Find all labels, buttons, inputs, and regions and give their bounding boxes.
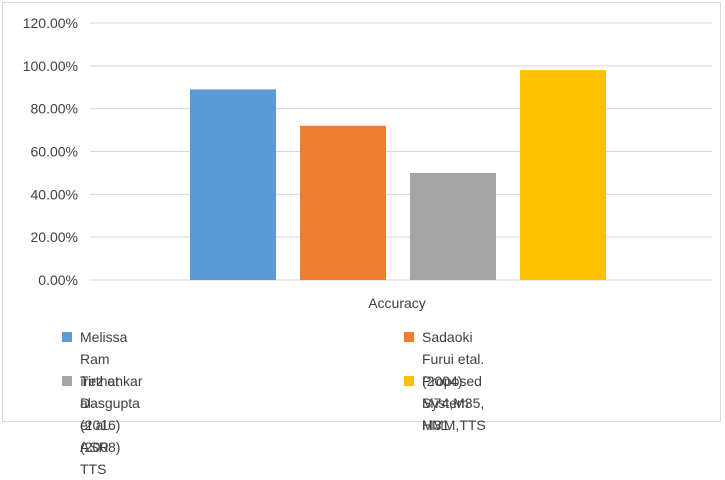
legend-swatch-1 <box>404 332 414 342</box>
y-tick-label: 120.00% <box>23 15 78 31</box>
y-axis-ticks: 0.00% 20.00% 40.00% 60.00% 80.00% 100.00% 120.… <box>23 15 78 288</box>
bar-2 <box>410 172 496 280</box>
y-tick-label: 60.00% <box>31 144 78 160</box>
legend-swatch-0 <box>62 332 72 342</box>
y-tick-label: 80.00% <box>31 101 78 117</box>
legend-swatch-3 <box>404 376 414 386</box>
bars <box>190 70 606 281</box>
legend-label-1: Sadaoki Furui etal.(2004) M74,M35, M31 <box>422 329 485 433</box>
legend-label-3: Proposed System HMM,TTS <box>422 373 486 433</box>
x-axis-label: Accuracy <box>368 295 426 311</box>
bar-0 <box>190 89 276 281</box>
bar-chart: 0.00% 20.00% 40.00% 60.00% 80.00% 100.00% 120.… <box>23 15 712 311</box>
gridlines <box>90 22 712 281</box>
bar-1 <box>300 125 386 280</box>
y-tick-label: 100.00% <box>23 58 78 74</box>
y-tick-label: 0.00% <box>38 272 78 288</box>
y-tick-label: 20.00% <box>31 229 78 245</box>
bar-3 <box>520 70 606 280</box>
legend-swatch-2 <box>62 376 72 386</box>
y-tick-label: 40.00% <box>31 186 78 202</box>
legend-label-2: Tirthankar Dasgupta et al.(2008) TTS <box>80 373 143 477</box>
